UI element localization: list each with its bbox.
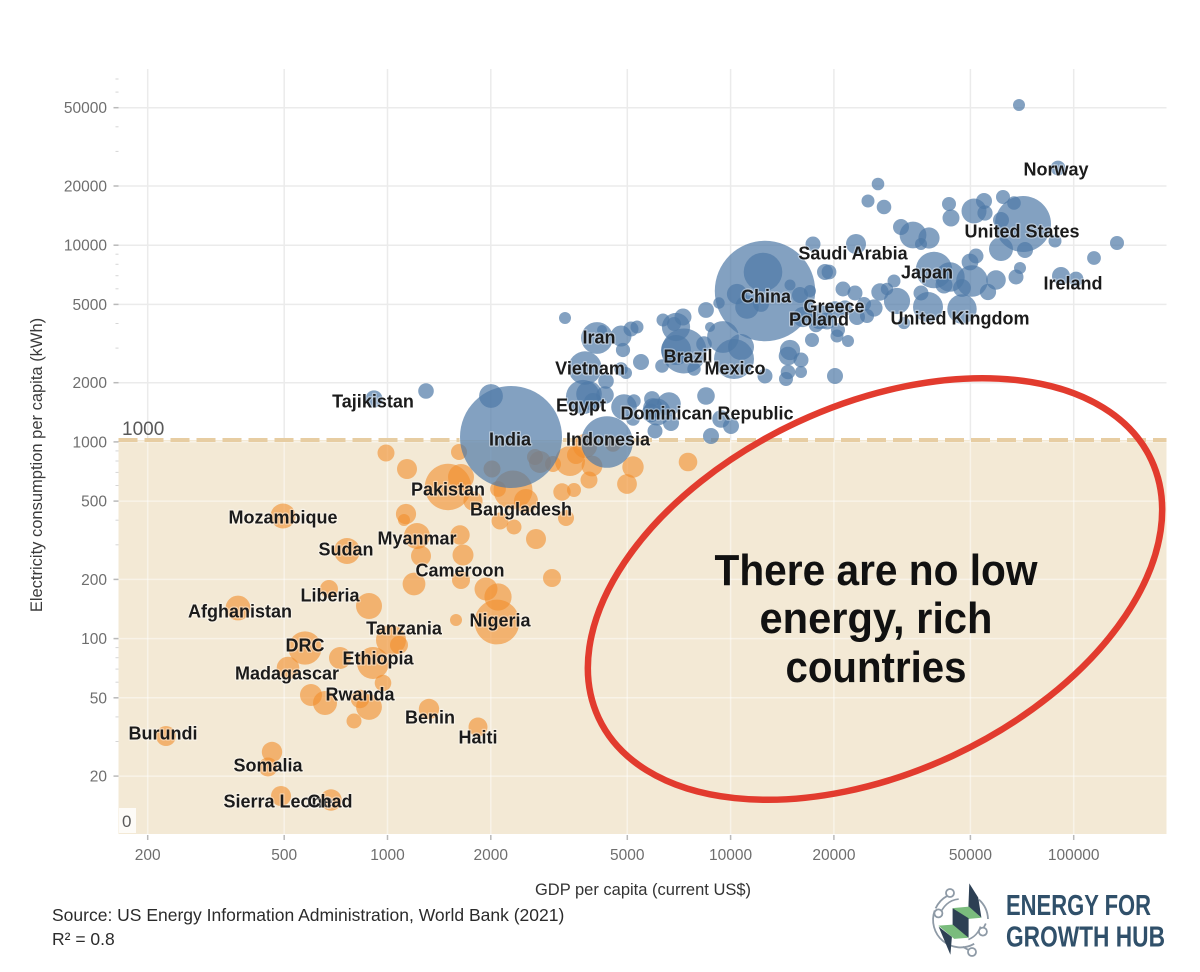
svg-text:Liberia: Liberia xyxy=(300,586,360,606)
svg-text:200: 200 xyxy=(135,847,161,864)
svg-text:Rwanda: Rwanda xyxy=(325,685,395,705)
svg-text:Burundi: Burundi xyxy=(129,724,198,744)
svg-text:GROWTH HUB: GROWTH HUB xyxy=(1006,922,1165,954)
svg-text:100: 100 xyxy=(81,631,107,648)
svg-text:Tajikistan: Tajikistan xyxy=(332,392,414,412)
svg-text:Iran: Iran xyxy=(582,328,615,348)
svg-text:2000: 2000 xyxy=(474,847,509,864)
svg-text:Japan: Japan xyxy=(901,263,953,283)
svg-text:Madagascar: Madagascar xyxy=(235,664,339,684)
svg-text:10000: 10000 xyxy=(64,238,107,255)
svg-text:Mozambique: Mozambique xyxy=(228,508,337,528)
svg-text:Pakistan: Pakistan xyxy=(411,480,485,500)
svg-text:500: 500 xyxy=(271,847,297,864)
svg-text:GDP per capita (current US$): GDP per capita (current US$) xyxy=(535,881,751,899)
svg-text:Vietnam: Vietnam xyxy=(555,359,625,379)
svg-text:Egypt: Egypt xyxy=(556,396,606,416)
svg-text:50: 50 xyxy=(90,690,108,707)
svg-text:Haiti: Haiti xyxy=(458,728,497,748)
svg-text:Saudi Arabia: Saudi Arabia xyxy=(798,244,908,264)
svg-text:100000: 100000 xyxy=(1048,847,1100,864)
svg-text:Source: US Energy Information: Source: US Energy Information Administra… xyxy=(52,905,564,925)
svg-text:Sudan: Sudan xyxy=(318,540,373,560)
svg-text:5000: 5000 xyxy=(73,297,108,314)
svg-text:Electricity consumption per ca: Electricity consumption per capita (kWh) xyxy=(28,318,46,612)
svg-text:500: 500 xyxy=(81,494,107,511)
svg-text:2000: 2000 xyxy=(73,375,108,392)
svg-text:Chad: Chad xyxy=(308,792,353,812)
svg-text:Mexico: Mexico xyxy=(704,359,765,379)
svg-text:Benin: Benin xyxy=(405,708,455,728)
svg-text:United States: United States xyxy=(964,222,1079,242)
svg-text:There are no low: There are no low xyxy=(715,546,1039,595)
svg-text:United Kingdom: United Kingdom xyxy=(891,309,1030,329)
svg-text:Sierra Leone: Sierra Leone xyxy=(223,792,332,812)
svg-text:Afghanistan: Afghanistan xyxy=(188,602,292,622)
svg-text:Poland: Poland xyxy=(789,310,849,330)
svg-text:Norway: Norway xyxy=(1023,160,1088,180)
svg-text:50000: 50000 xyxy=(64,100,107,117)
svg-text:5000: 5000 xyxy=(610,847,645,864)
svg-text:200: 200 xyxy=(81,572,107,589)
svg-text:Nigeria: Nigeria xyxy=(469,611,531,631)
svg-text:50000: 50000 xyxy=(949,847,992,864)
svg-text:Cameroon: Cameroon xyxy=(415,561,504,581)
svg-text:countries: countries xyxy=(786,643,967,692)
svg-text:0: 0 xyxy=(122,812,131,831)
svg-text:Somalia: Somalia xyxy=(233,756,303,776)
svg-text:DRC: DRC xyxy=(286,636,325,656)
svg-text:1000: 1000 xyxy=(73,434,108,451)
svg-text:Dominican Republic: Dominican Republic xyxy=(620,404,793,424)
svg-text:1000: 1000 xyxy=(122,419,164,440)
svg-text:1000: 1000 xyxy=(370,847,405,864)
svg-text:20: 20 xyxy=(90,769,108,786)
svg-text:energy, rich: energy, rich xyxy=(760,594,993,643)
svg-text:Ireland: Ireland xyxy=(1043,274,1102,294)
svg-text:Tanzania: Tanzania xyxy=(366,619,443,639)
svg-text:Ethiopia: Ethiopia xyxy=(343,649,415,669)
svg-text:Myanmar: Myanmar xyxy=(377,529,456,549)
svg-text:Bangladesh: Bangladesh xyxy=(470,500,572,520)
svg-text:China: China xyxy=(741,287,792,307)
svg-text:Brazil: Brazil xyxy=(663,347,712,367)
svg-text:20000: 20000 xyxy=(812,847,855,864)
svg-text:20000: 20000 xyxy=(64,179,107,196)
svg-text:Greece: Greece xyxy=(803,297,864,317)
svg-text:India: India xyxy=(489,430,532,450)
svg-text:R² = 0.8: R² = 0.8 xyxy=(52,929,115,949)
svg-text:10000: 10000 xyxy=(709,847,752,864)
svg-text:ENERGY FOR: ENERGY FOR xyxy=(1006,890,1151,922)
svg-text:Indonesia: Indonesia xyxy=(566,430,651,450)
